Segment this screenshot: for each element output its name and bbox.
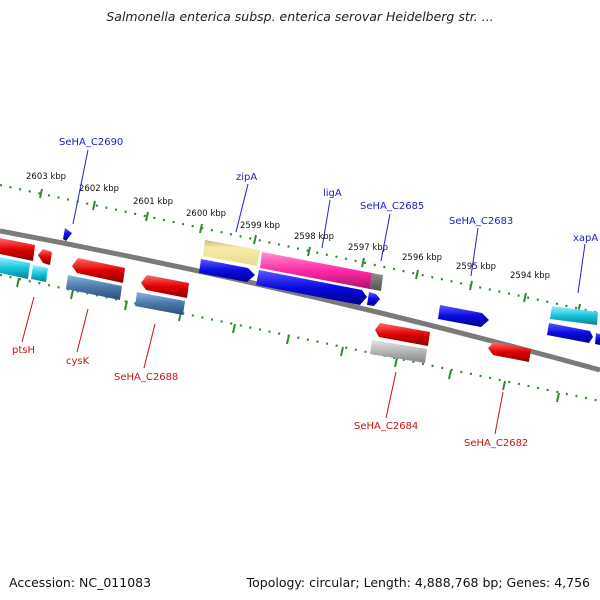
forward-gene-labels: SeHA_C2690 zipA ligA SeHA_C2685 SeHA_C26… (59, 137, 598, 244)
gene-SeHA_C2683[interactable] (438, 305, 489, 327)
gene-cysK-red[interactable] (72, 258, 125, 283)
leader-SeHA_C2685 (380, 213, 391, 262)
gene-xapA[interactable] (550, 306, 598, 325)
forward-major-tick (469, 280, 473, 291)
leader-SeHA_C2688 (143, 323, 156, 369)
forward-label-lines (72, 149, 586, 294)
forward-major-tick (523, 292, 527, 303)
tick-label-2601: 2601 kbp (133, 197, 173, 207)
reverse-major-tick (448, 369, 452, 380)
tick-label-2599: 2599 kbp (240, 221, 280, 231)
gene-SeHA_C2684-red[interactable] (375, 323, 430, 346)
gene-red-small[interactable] (38, 249, 52, 265)
tick-label-2598: 2598 kbp (294, 232, 334, 242)
gene-blue-1[interactable] (199, 259, 255, 282)
leader-cysK (76, 308, 89, 353)
reverse-major-tick (556, 392, 560, 403)
tick-labels: 2603 kbp 2602 kbp 2601 kbp 2600 kbp 2599… (26, 172, 550, 281)
gene-blue-edge[interactable] (595, 333, 600, 345)
map-title: Salmonella enterica subsp. enterica sero… (106, 9, 494, 24)
reverse-major-tick (286, 334, 290, 345)
forward-strand-genes (63, 228, 600, 345)
forward-track-dots (0, 183, 600, 315)
leader-SeHA_C2684 (385, 371, 397, 419)
label-SeHA_C2682[interactable]: SeHA_C2682 (464, 438, 528, 449)
forward-major-tick (92, 200, 96, 211)
forward-major-tick (307, 246, 311, 257)
forward-major-tick (199, 223, 203, 234)
reverse-major-tick (394, 357, 398, 368)
gene-zipA[interactable] (203, 240, 260, 266)
reverse-major-tick (16, 277, 20, 288)
gene-SeHA_C2688[interactable] (135, 292, 185, 315)
label-SeHA_C2683[interactable]: SeHA_C2683 (449, 216, 513, 227)
gene-SeHA_C2688-red[interactable] (141, 275, 189, 298)
reverse-major-tick (70, 289, 74, 300)
accession-text: Accession: NC_011083 (9, 575, 152, 590)
gene-blue-right[interactable] (547, 323, 593, 343)
tick-label-2595: 2595 kbp (456, 262, 496, 272)
forward-major-tick (415, 269, 419, 280)
label-ligA[interactable]: ligA (323, 188, 342, 199)
gene-arrow-SeHA_C2690[interactable] (63, 228, 72, 241)
reverse-major-tick (502, 380, 506, 391)
forward-major-tick (145, 211, 149, 222)
tick-label-2602: 2602 kbp (79, 184, 119, 194)
reverse-major-tick (340, 346, 344, 357)
leader-xapA (577, 243, 586, 294)
gene-cysK[interactable] (66, 275, 122, 300)
leader-SeHA_C2690 (72, 149, 89, 225)
label-SeHA_C2684[interactable]: SeHA_C2684 (354, 421, 418, 432)
reverse-track-dots (0, 273, 600, 403)
label-SeHA_C2690[interactable]: SeHA_C2690 (59, 137, 123, 148)
reverse-label-lines (21, 296, 504, 435)
tick-label-2597: 2597 kbp (348, 243, 388, 253)
reverse-gene-labels: ptsH cysK SeHA_C2688 SeHA_C2684 SeHA_C26… (12, 345, 528, 449)
leader-SeHA_C2683 (470, 227, 479, 277)
leader-zipA (235, 183, 249, 233)
label-cysK[interactable]: cysK (66, 356, 90, 367)
gene-ligA[interactable] (260, 252, 372, 289)
forward-major-tick (253, 234, 257, 245)
forward-major-tick (39, 188, 43, 199)
gene-ligA-end[interactable] (370, 273, 383, 291)
gene-ptsH-2[interactable] (31, 265, 48, 282)
gene-blue-2[interactable] (256, 270, 367, 305)
gene-SeHA_C2682[interactable] (488, 342, 531, 362)
tick-label-2603: 2603 kbp (26, 172, 66, 182)
tick-label-2596: 2596 kbp (402, 253, 442, 263)
label-SeHA_C2685[interactable]: SeHA_C2685 (360, 201, 424, 212)
gene-ptsH[interactable] (0, 257, 30, 279)
leader-ptsH (21, 296, 35, 343)
tick-label-2600: 2600 kbp (186, 209, 226, 219)
gene-blue-small[interactable] (367, 292, 380, 306)
reverse-major-tick (232, 323, 236, 334)
leader-SeHA_C2682 (494, 391, 504, 435)
label-zipA[interactable]: zipA (236, 172, 257, 183)
leader-ligA (321, 199, 331, 249)
genome-summary-text: Topology: circular; Length: 4,888,768 bp… (246, 575, 590, 590)
reverse-strand-genes (0, 238, 531, 363)
tick-label-2594: 2594 kbp (510, 271, 550, 281)
label-SeHA_C2688[interactable]: SeHA_C2688 (114, 372, 178, 383)
label-xapA[interactable]: xapA (573, 233, 598, 244)
reverse-major-tick (124, 300, 128, 311)
label-ptsH[interactable]: ptsH (12, 345, 35, 356)
gene-red-left[interactable] (0, 238, 35, 261)
forward-major-tick (361, 257, 365, 268)
gene-SeHA_C2684[interactable] (370, 340, 427, 363)
